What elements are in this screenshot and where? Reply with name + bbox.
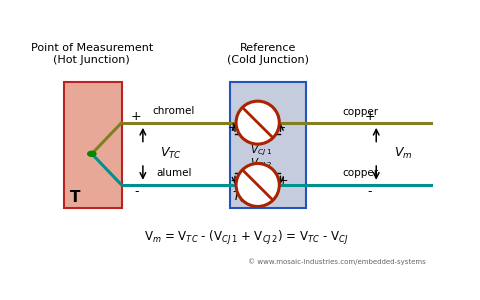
Text: $V_{CJ\ 1}$: $V_{CJ\ 1}$ [250,143,272,158]
Text: -: - [367,185,371,198]
Text: +: + [131,110,141,123]
Text: +: + [363,110,374,123]
Text: -: - [230,174,235,187]
Text: $V_m$: $V_m$ [393,146,411,161]
Ellipse shape [236,164,279,206]
Text: +: + [227,121,238,134]
Text: T: T [69,190,80,205]
Text: copper: copper [341,168,377,178]
Text: Reference
(Cold Junction): Reference (Cold Junction) [227,43,309,64]
Text: $V_{CJ\ 2}$: $V_{CJ\ 2}$ [250,157,272,171]
Text: -: - [280,121,284,134]
Text: -: - [133,185,138,198]
Circle shape [87,151,96,156]
Text: alumel: alumel [156,168,191,178]
Text: © www.mosaic-industries.com/embedded-systems: © www.mosaic-industries.com/embedded-sys… [247,258,424,265]
Text: +: + [276,174,287,187]
Text: $V_{TC}$: $V_{TC}$ [160,146,181,161]
Text: Point of Measurement
(Hot Junction): Point of Measurement (Hot Junction) [31,43,153,64]
Text: $T_{CJ}$: $T_{CJ}$ [232,189,250,206]
Ellipse shape [236,101,279,144]
Text: copper: copper [341,107,377,117]
Text: chromel: chromel [152,106,194,116]
Bar [64,82,121,208]
Text: V$_m$ = V$_{TC}$ - (V$_{CJ\,1}$ + V$_{CJ\,2}$) = V$_{TC}$ - V$_{CJ}$: V$_m$ = V$_{TC}$ - (V$_{CJ\,1}$ + V$_{CJ… [144,230,348,247]
Bar [229,82,306,208]
